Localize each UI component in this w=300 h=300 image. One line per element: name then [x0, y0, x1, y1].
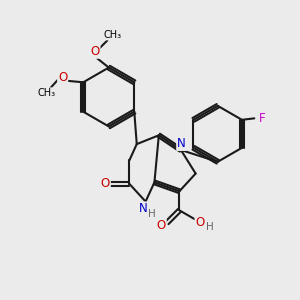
Text: O: O — [100, 177, 110, 190]
Text: CH₃: CH₃ — [38, 88, 56, 98]
Text: O: O — [157, 219, 166, 232]
Text: O: O — [90, 45, 100, 58]
Text: F: F — [259, 112, 266, 125]
Text: O: O — [58, 71, 67, 84]
Text: O: O — [195, 216, 205, 229]
Text: N: N — [177, 137, 186, 150]
Text: H: H — [206, 222, 214, 233]
Text: CH₃: CH₃ — [103, 30, 122, 40]
Text: H: H — [148, 209, 156, 219]
Text: N: N — [139, 202, 148, 215]
